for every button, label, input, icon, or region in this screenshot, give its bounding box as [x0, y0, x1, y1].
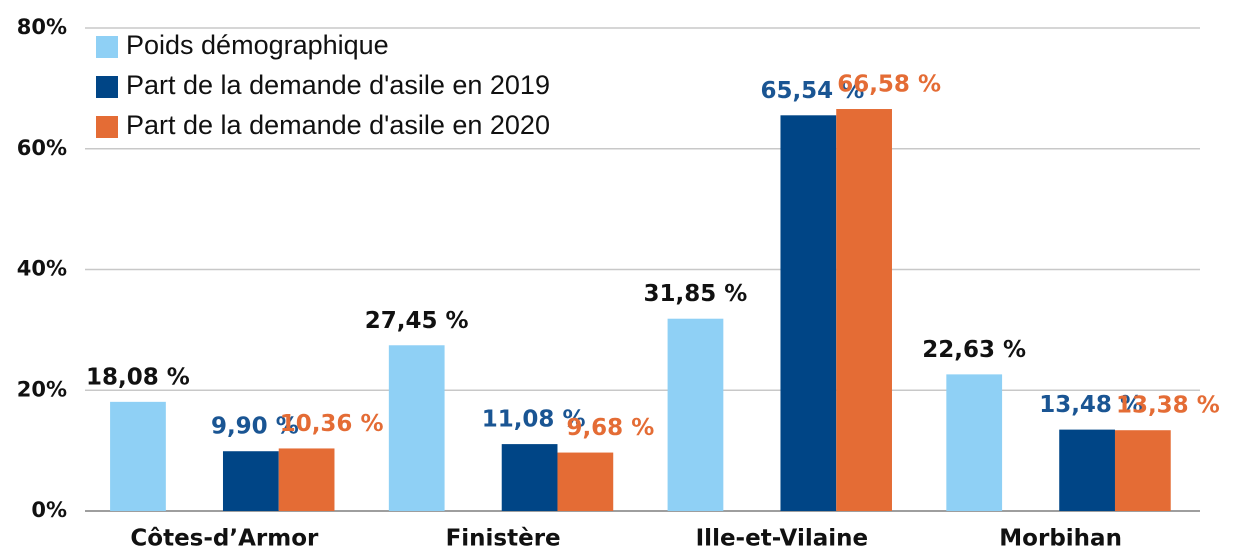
y-tick-label: 40% — [17, 257, 67, 281]
y-tick-label: 60% — [17, 136, 67, 160]
value-label: 9,68 % — [566, 415, 654, 441]
value-label: 10,36 % — [280, 411, 384, 437]
bar — [557, 452, 614, 511]
value-label: 11,08 % — [482, 407, 586, 433]
bar — [780, 115, 837, 511]
bar — [501, 444, 558, 511]
legend-label: Part de la demande d'asile en 2019 — [126, 70, 550, 100]
value-label: 13,48 % — [1039, 392, 1143, 418]
value-label: 13,38 % — [1116, 393, 1220, 419]
bar — [1114, 430, 1171, 511]
bar — [110, 401, 166, 511]
bar — [667, 318, 724, 511]
legend-swatch — [96, 76, 118, 98]
value-label: 65,54 % — [760, 78, 864, 104]
legend-label: Part de la demande d'asile en 2020 — [126, 110, 550, 140]
value-label: 9,90 % — [211, 414, 299, 440]
x-tick-label: Ille-et-Vilaine — [696, 526, 868, 552]
value-label: 22,63 % — [922, 337, 1026, 363]
y-tick-label: 20% — [17, 377, 67, 401]
value-label: 27,45 % — [365, 308, 469, 334]
legend-swatch — [96, 116, 118, 138]
bar — [946, 374, 1003, 511]
x-tick-label: Finistère — [446, 526, 561, 552]
legend-swatch — [96, 36, 118, 58]
value-label: 66,58 % — [837, 72, 941, 98]
y-tick-label: 0% — [31, 498, 67, 522]
bar — [836, 109, 892, 511]
y-tick-label: 80% — [17, 15, 67, 39]
bar — [388, 345, 445, 511]
legend-label: Poids démographique — [126, 30, 389, 60]
bar — [1059, 429, 1115, 511]
x-tick-label: Côtes-d’Armor — [130, 526, 319, 552]
bar — [278, 448, 335, 511]
bar — [222, 451, 279, 511]
value-label: 18,08 % — [86, 364, 190, 390]
x-tick-label: Morbihan — [999, 526, 1122, 552]
value-label: 31,85 % — [644, 281, 748, 307]
